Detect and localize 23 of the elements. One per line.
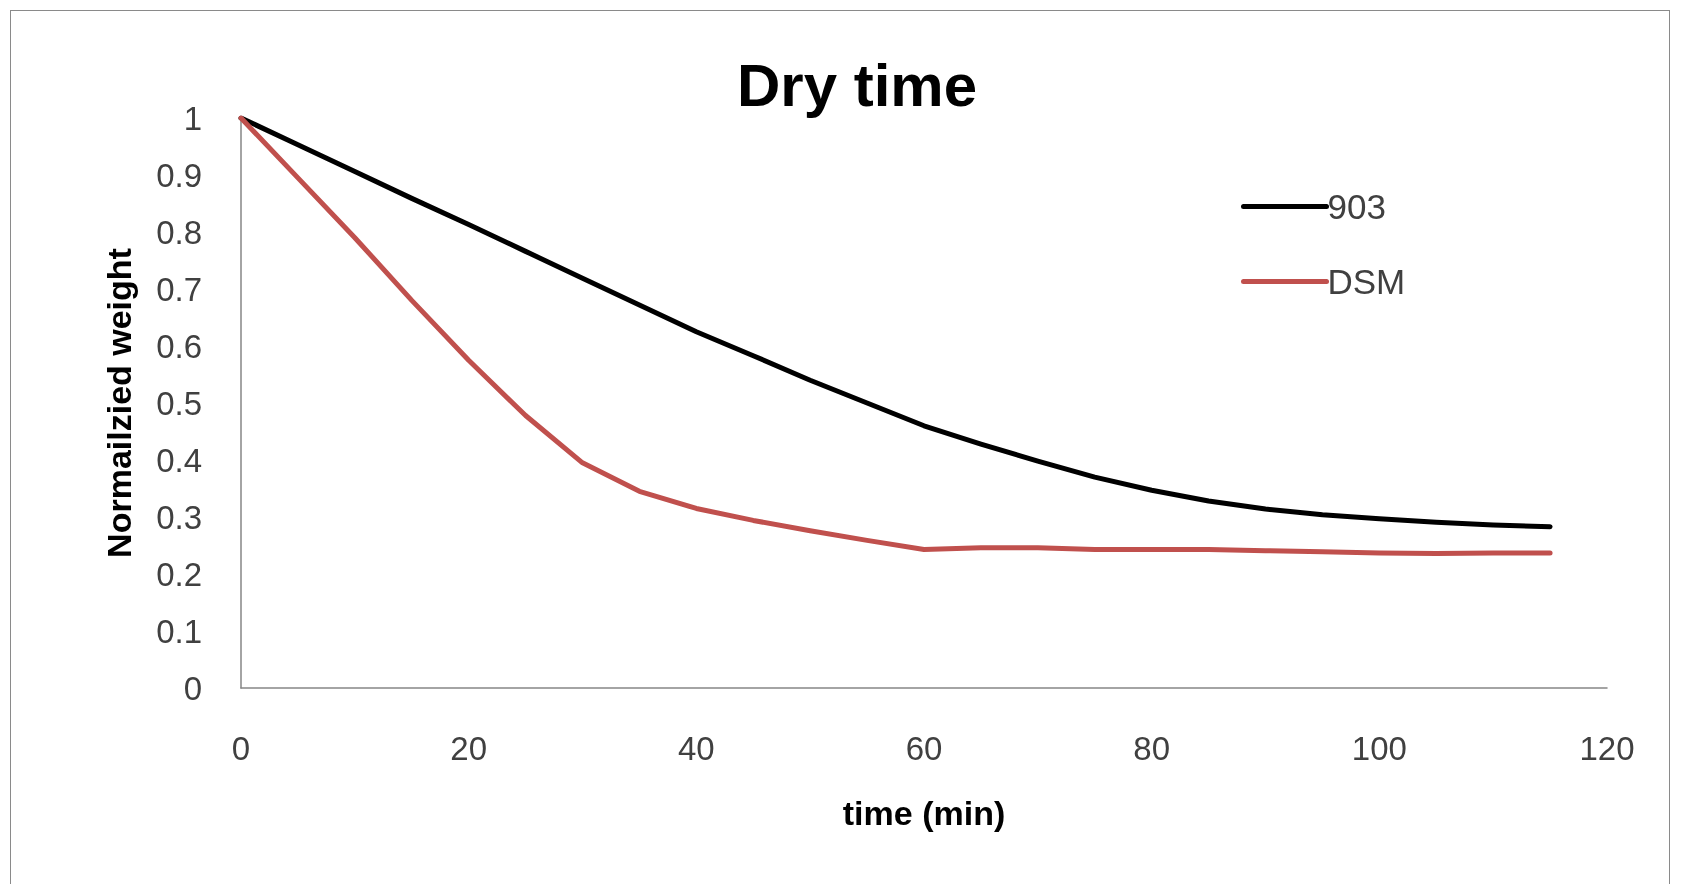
y-tick-label: 0 bbox=[183, 669, 202, 707]
x-tick-label: 60 bbox=[905, 730, 943, 767]
y-tick-label: 0.4 bbox=[156, 441, 202, 479]
x-tick-label: 40 bbox=[677, 730, 715, 767]
y-tick-label: 0.8 bbox=[156, 213, 202, 251]
legend-label: DSM bbox=[1327, 262, 1406, 301]
y-tick-label: 0.2 bbox=[156, 555, 202, 593]
x-tick-label: 20 bbox=[450, 730, 488, 767]
legend-label: 903 bbox=[1327, 187, 1386, 226]
y-tick-label: 0.9 bbox=[156, 156, 202, 194]
chart-title: Dry time bbox=[736, 51, 978, 119]
y-tick-label: 1 bbox=[183, 99, 202, 137]
y-axis-title: Normailzied weight bbox=[100, 248, 138, 558]
y-tick-label: 0.1 bbox=[156, 612, 202, 650]
x-tick-label: 120 bbox=[1579, 730, 1635, 767]
x-axis-title: time (min) bbox=[842, 794, 1006, 832]
x-tick-label: 100 bbox=[1351, 730, 1407, 767]
y-tick-label: 0.6 bbox=[156, 327, 202, 365]
y-tick-label: 0.7 bbox=[156, 270, 202, 308]
x-tick-label: 0 bbox=[231, 730, 251, 767]
y-tick-label: 0.5 bbox=[156, 384, 202, 422]
x-tick-label: 80 bbox=[1133, 730, 1171, 767]
y-tick-label: 0.3 bbox=[156, 498, 202, 536]
